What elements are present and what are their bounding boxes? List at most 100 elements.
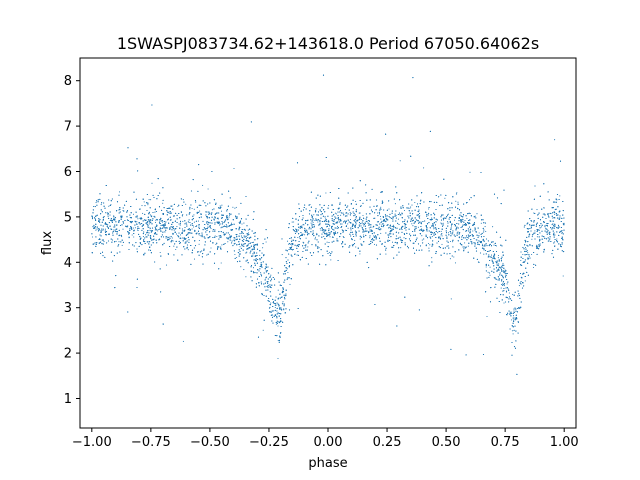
data-point xyxy=(388,232,390,234)
data-point xyxy=(385,216,387,218)
data-point xyxy=(469,171,471,173)
data-point xyxy=(485,230,487,232)
data-point xyxy=(554,139,556,141)
data-point xyxy=(431,217,433,219)
data-point xyxy=(241,237,243,239)
data-point xyxy=(326,226,328,228)
data-point xyxy=(161,213,164,215)
data-point xyxy=(386,215,389,217)
data-point xyxy=(162,202,164,204)
data-point xyxy=(373,243,376,245)
data-point xyxy=(220,262,222,264)
data-point xyxy=(143,201,145,203)
data-point xyxy=(155,219,157,221)
data-point xyxy=(361,221,363,223)
data-point xyxy=(225,223,227,226)
data-point xyxy=(518,285,520,287)
data-point xyxy=(100,204,102,206)
data-point xyxy=(326,241,328,243)
data-point xyxy=(561,242,563,244)
data-point xyxy=(487,271,489,273)
data-point xyxy=(317,221,319,223)
data-point xyxy=(178,223,180,225)
data-point xyxy=(512,293,514,295)
data-point xyxy=(542,213,544,215)
data-point xyxy=(122,228,124,230)
data-point xyxy=(353,224,355,226)
data-point xyxy=(400,247,402,249)
data-point xyxy=(248,244,250,246)
data-point xyxy=(497,279,499,281)
data-point xyxy=(182,220,184,222)
data-point xyxy=(472,230,474,232)
data-point xyxy=(262,247,264,249)
data-point xyxy=(349,219,352,221)
data-point xyxy=(359,253,361,255)
data-point xyxy=(248,242,250,245)
data-point xyxy=(308,233,310,235)
data-point xyxy=(544,226,546,228)
data-point xyxy=(295,228,297,230)
data-point xyxy=(216,235,218,238)
data-point xyxy=(481,243,484,245)
data-point xyxy=(159,251,161,254)
data-point xyxy=(182,199,184,201)
data-point xyxy=(274,306,276,309)
data-point xyxy=(373,235,375,237)
data-point xyxy=(313,226,315,228)
data-point xyxy=(414,201,416,204)
data-point xyxy=(559,195,561,197)
data-point xyxy=(308,228,310,230)
data-point xyxy=(532,266,535,269)
data-point xyxy=(384,214,386,216)
data-point xyxy=(246,251,248,253)
data-point xyxy=(157,230,159,232)
data-point xyxy=(336,225,339,227)
data-point xyxy=(191,228,193,230)
data-point xyxy=(271,310,273,312)
data-point xyxy=(246,236,248,239)
data-point xyxy=(450,298,452,300)
data-point xyxy=(220,246,222,248)
data-point xyxy=(536,244,538,246)
data-point xyxy=(182,213,184,216)
data-point xyxy=(115,240,117,242)
data-point xyxy=(537,246,539,248)
data-point xyxy=(214,229,216,231)
data-point xyxy=(154,221,157,223)
data-point xyxy=(202,184,204,186)
data-point xyxy=(344,209,346,211)
data-point xyxy=(344,229,346,231)
data-point xyxy=(221,244,223,246)
data-point xyxy=(277,357,279,360)
data-point xyxy=(288,243,290,245)
data-point xyxy=(355,246,357,248)
data-point xyxy=(328,220,330,222)
data-point xyxy=(392,224,395,226)
data-point xyxy=(132,213,135,215)
data-point xyxy=(118,241,120,243)
data-point xyxy=(461,220,463,222)
data-point xyxy=(291,221,293,223)
data-point xyxy=(493,244,495,246)
data-point xyxy=(298,216,301,218)
data-point xyxy=(286,268,288,270)
data-point xyxy=(505,275,507,277)
data-point xyxy=(534,230,536,232)
data-point xyxy=(427,242,430,245)
data-point xyxy=(342,242,344,244)
data-point xyxy=(131,234,133,236)
data-point xyxy=(95,229,97,231)
data-point xyxy=(293,221,295,223)
data-point xyxy=(239,246,241,248)
data-point xyxy=(385,253,387,255)
data-point xyxy=(109,214,111,216)
data-point xyxy=(413,242,415,244)
data-point xyxy=(199,232,201,235)
data-point xyxy=(380,218,382,220)
data-point xyxy=(241,223,243,225)
data-point xyxy=(503,302,505,304)
data-point xyxy=(440,222,442,224)
data-point xyxy=(328,205,330,207)
